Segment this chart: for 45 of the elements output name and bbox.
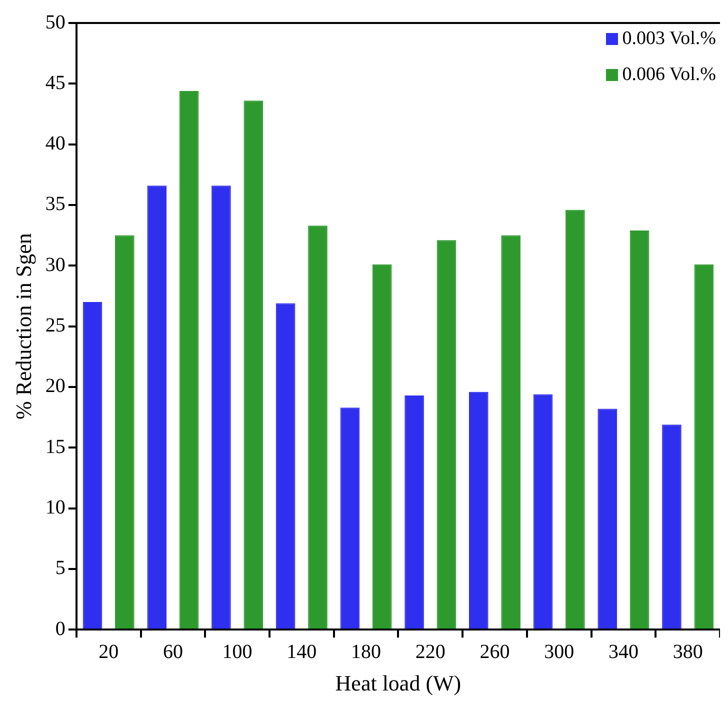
bar bbox=[179, 90, 199, 629]
bar bbox=[147, 186, 167, 629]
bar bbox=[244, 100, 264, 629]
x-tick-label: 20 bbox=[98, 640, 119, 663]
bar bbox=[115, 235, 134, 629]
x-axis-title: Heat load (W) bbox=[335, 670, 462, 696]
y-tick-label: 10 bbox=[45, 496, 66, 519]
y-tick-label: 15 bbox=[45, 436, 66, 458]
bar bbox=[308, 226, 328, 629]
bar bbox=[630, 230, 650, 629]
x-tick-label: 340 bbox=[608, 640, 638, 663]
y-tick-label: 20 bbox=[45, 375, 66, 398]
y-tick-label: 5 bbox=[55, 557, 66, 580]
bar bbox=[566, 210, 585, 629]
x-tick-label: 60 bbox=[162, 640, 183, 663]
bar bbox=[372, 264, 392, 629]
bar bbox=[340, 408, 360, 629]
y-axis-title: % Reduction in Sgen bbox=[10, 233, 36, 420]
y-tick-label: 0 bbox=[55, 618, 66, 640]
bar bbox=[468, 392, 488, 629]
y-tick-label: 30 bbox=[45, 254, 66, 276]
x-tick-label: 180 bbox=[351, 640, 382, 663]
bar bbox=[501, 235, 520, 629]
x-tick-label: 220 bbox=[415, 640, 446, 663]
bar bbox=[82, 302, 102, 629]
x-tick-label: 300 bbox=[544, 640, 574, 663]
y-tick-label: 50 bbox=[45, 11, 66, 34]
bar bbox=[436, 240, 456, 629]
y-tick-label: 40 bbox=[45, 132, 66, 155]
bar bbox=[598, 408, 618, 629]
x-tick-label: 100 bbox=[222, 640, 252, 663]
bar bbox=[212, 186, 231, 629]
x-tick-label: 140 bbox=[286, 640, 317, 663]
bar bbox=[694, 264, 714, 629]
bar bbox=[276, 303, 296, 629]
y-tick-label: 45 bbox=[45, 72, 66, 94]
x-tick-label: 380 bbox=[672, 640, 703, 663]
bar bbox=[533, 394, 553, 629]
y-tick-label: 35 bbox=[45, 193, 66, 216]
bar bbox=[404, 395, 424, 629]
legend-label: 0.006 Vol.% bbox=[622, 64, 716, 86]
legend-label: 0.003 Vol.% bbox=[622, 28, 716, 50]
x-tick-label: 260 bbox=[480, 640, 510, 663]
y-tick-label: 25 bbox=[45, 314, 66, 337]
bar bbox=[662, 424, 682, 629]
